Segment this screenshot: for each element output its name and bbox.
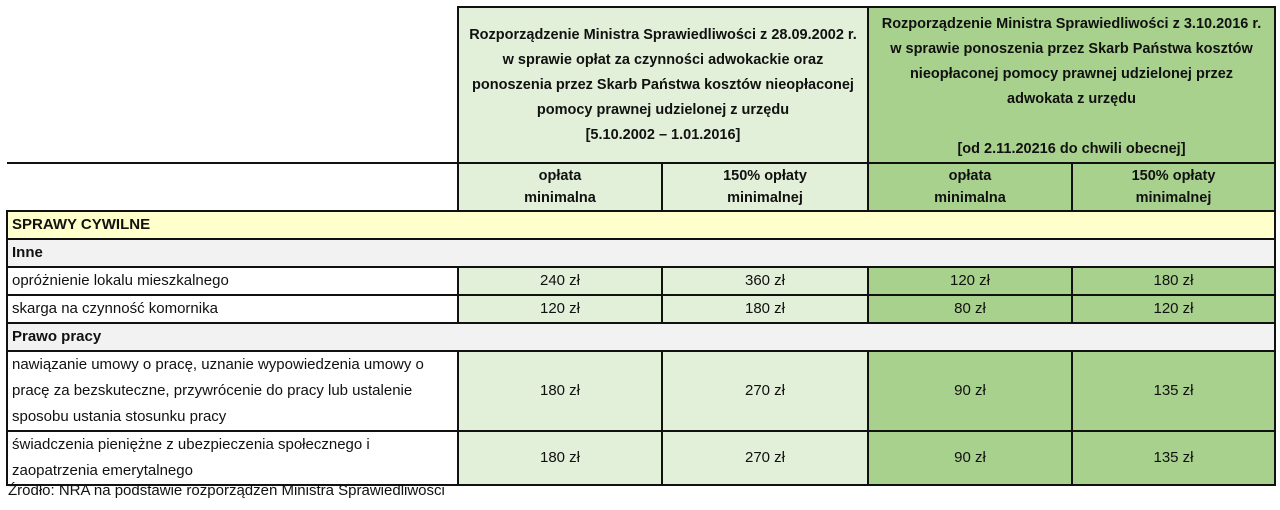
value-cell: 120 zł xyxy=(867,266,1073,296)
empty-corner xyxy=(7,7,459,164)
empty-cell xyxy=(7,163,459,212)
col-header: opłata minimalna xyxy=(457,162,663,212)
value-cell: 360 zł xyxy=(661,266,869,296)
table-row: opróżnienie lokalu mieszkalnego 240 zł 3… xyxy=(6,266,1277,296)
regulation-2016-header: Rozporządzenie Ministra Sprawiedliwości … xyxy=(866,6,1277,164)
value-cell: 135 zł xyxy=(1070,430,1277,486)
value-cell: 270 zł xyxy=(661,430,869,486)
row-label: opróżnienie lokalu mieszkalnego xyxy=(6,266,459,296)
value-cell: 180 zł xyxy=(661,294,869,324)
col-header: 150% opłaty minimalnej xyxy=(661,162,869,212)
value-cell: 80 zł xyxy=(867,294,1073,324)
value-cell: 135 zł xyxy=(1070,350,1277,432)
value-cell: 240 zł xyxy=(457,266,663,296)
regulation-2002-period: [5.10.2002 – 1.01.2016] xyxy=(585,126,741,143)
table-row: nawiązanie umowy o pracę, uznanie wypowi… xyxy=(6,350,1277,432)
value-cell: 180 zł xyxy=(457,430,663,486)
value-cell: 90 zł xyxy=(867,350,1073,432)
col-header: opłata minimalna xyxy=(867,162,1073,212)
table-row: świadczenia pieniężne z ubezpieczenia sp… xyxy=(6,430,1277,486)
group-title: Prawo pracy xyxy=(5,322,1277,352)
regulation-2002-header: Rozporządzenie Ministra Sprawiedliwości … xyxy=(457,6,869,164)
value-cell: 180 zł xyxy=(457,350,663,432)
value-cell: 90 zł xyxy=(867,430,1073,486)
regulation-2002-title: Rozporządzenie Ministra Sprawiedliwości … xyxy=(469,26,857,118)
value-cell: 120 zł xyxy=(457,294,663,324)
row-label: nawiązanie umowy o pracę, uznanie wypowi… xyxy=(6,350,459,432)
col-header: 150% opłaty minimalnej xyxy=(1070,162,1277,212)
value-cell: 120 zł xyxy=(1070,294,1277,324)
section-title: SPRAWY CYWILNE xyxy=(5,210,1277,240)
row-label: skarga na czynność komornika xyxy=(6,294,459,324)
regulation-2016-title: Rozporządzenie Ministra Sprawiedliwości … xyxy=(881,16,1262,107)
row-label: świadczenia pieniężne z ubezpieczenia sp… xyxy=(6,430,459,486)
value-cell: 270 zł xyxy=(661,350,869,432)
table-row: skarga na czynność komornika 120 zł 180 … xyxy=(6,294,1277,324)
value-cell: 180 zł xyxy=(1070,266,1277,296)
regulation-2016-period: [od 2.11.20216 do chwili obecnej] xyxy=(957,141,1186,157)
group-title: Inne xyxy=(5,238,1277,268)
source-note: Źródło: NRA na podstawie rozporządzeń Mi… xyxy=(8,482,445,499)
fee-comparison-table: Rozporządzenie Ministra Sprawiedliwości … xyxy=(5,6,1277,486)
